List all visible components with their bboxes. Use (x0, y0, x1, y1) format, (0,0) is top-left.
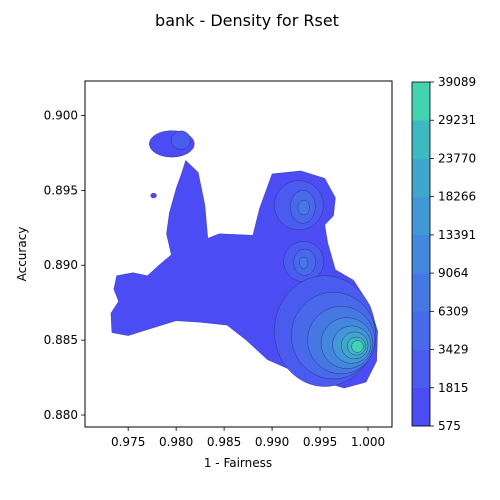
x-tick-label: 0.995 (303, 435, 337, 449)
colorbar: 575 1815 3429 6309 9064 13391 18266 23770 29231 3… (411, 75, 476, 433)
x-tick-label: 1.000 (351, 435, 385, 449)
contour-level-4 (299, 256, 309, 270)
colorbar-band (412, 273, 430, 312)
contour-level-9 (351, 340, 364, 353)
contour-level-4 (297, 199, 310, 216)
colorbar-tick-label: 3429 (438, 343, 469, 357)
y-tick-label: 0.880 (44, 408, 78, 422)
y-tick-label: 0.900 (44, 108, 78, 122)
plot-frame (84, 80, 393, 428)
y-tick-label: 0.885 (44, 333, 78, 347)
x-axis-label: 1 - Fairness (204, 456, 272, 470)
colorbar-tick-label: 18266 (438, 190, 476, 204)
colorbar-tick-label: 9064 (438, 266, 469, 280)
y-axis-label: Accuracy (15, 227, 29, 282)
colorbar-band (412, 311, 430, 350)
contour-level-2 (171, 130, 191, 150)
colorbar-tick-label: 23770 (438, 151, 476, 165)
colorbar-band (412, 349, 430, 389)
x-axis: 0.975 0.980 0.985 0.990 0.995 1.000 (111, 427, 385, 449)
chart-title: bank - Density for Rset (155, 11, 339, 30)
colorbar-tick-label: 6309 (438, 304, 469, 318)
x-tick-label: 0.975 (111, 435, 145, 449)
x-tick-label: 0.990 (255, 435, 289, 449)
colorbar-band (412, 120, 430, 159)
y-tick-label: 0.890 (44, 258, 78, 272)
density-contours (110, 130, 378, 389)
colorbar-tick-label: 13391 (438, 228, 476, 242)
contour-level-1 (150, 192, 157, 199)
colorbar-band (412, 234, 430, 274)
colorbar-tick-label: 1815 (438, 381, 469, 395)
colorbar-tick-label: 575 (438, 419, 461, 433)
colorbar-band (412, 158, 430, 197)
y-axis: 0.880 0.885 0.890 0.895 0.900 (44, 108, 85, 422)
colorbar-tick-label: 29231 (438, 113, 476, 127)
colorbar-band (412, 82, 430, 121)
y-tick-label: 0.895 (44, 183, 78, 197)
x-tick-label: 0.980 (159, 435, 193, 449)
colorbar-frame (411, 81, 431, 427)
x-tick-label: 0.985 (207, 435, 241, 449)
colorbar-band (412, 387, 430, 427)
colorbar-tick-label: 39089 (438, 75, 476, 89)
colorbar-band (412, 196, 430, 236)
